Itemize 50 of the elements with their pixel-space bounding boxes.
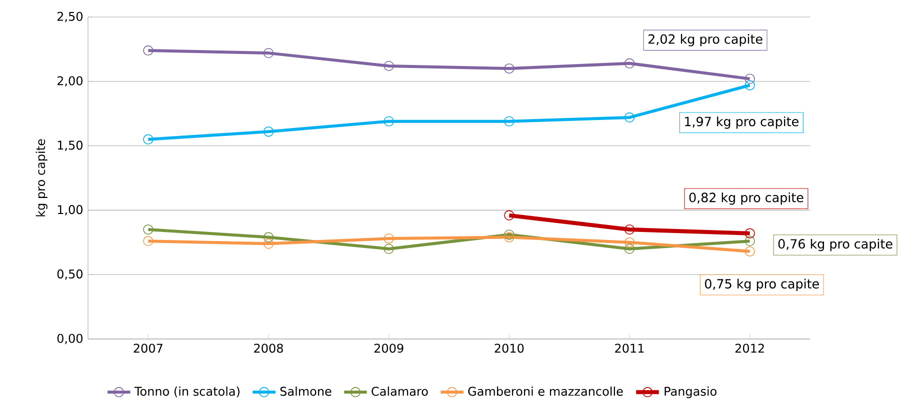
y-tick-label: 1,00 [58,205,82,216]
y-tick-label: 2,00 [57,76,82,87]
annotation: 1,97 kg pro capite [685,116,798,129]
point [504,210,514,220]
point [384,60,394,72]
legend-label: Calamaro [372,386,428,396]
point [744,80,755,90]
annotation: 0,75 kg pro capite [704,278,819,292]
point [143,236,154,246]
point [624,244,635,254]
legend-label: Gamberoni e mazzancolle [468,386,623,396]
annotation: 2,02 kg pro capite [648,34,762,46]
point [504,116,514,126]
point [263,126,274,137]
x-tick-label: 2010 [494,344,524,353]
point [744,236,755,246]
point [143,45,154,56]
point [744,228,755,238]
point [384,116,394,126]
y-tick-label: 0,00 [57,334,82,344]
x-tick-label: 2012 [735,344,764,353]
point [263,232,274,242]
point [744,74,755,84]
point [624,224,635,235]
y-axis-title: kg pro capite [36,139,48,216]
legend-label: Salmone [280,386,332,396]
y-tick-label: 1,50 [58,140,82,151]
point [624,237,635,248]
point [263,238,274,249]
legend-label: Pangasio [664,386,716,398]
point [504,232,514,242]
point [384,244,394,254]
annotation: 0,82 kg pro capite [689,192,804,205]
x-tick-label: 2011 [615,344,644,353]
point [143,134,154,144]
point [624,112,635,123]
legend-label: Tonno (in scatola) [134,386,240,398]
point [143,224,154,235]
y-tick-label: 0,50 [57,269,82,280]
point [504,230,514,240]
x-tick-label: 2009 [374,344,404,353]
point [624,58,635,68]
x-tick-label: 2007 [134,344,162,353]
annotation: 0,76 kg pro capite [778,238,892,252]
point [504,63,514,74]
x-tick-label: 2008 [254,344,283,353]
point [263,48,274,58]
y-tick-label: 2,50 [57,12,82,22]
point [384,233,394,244]
point [744,246,755,256]
